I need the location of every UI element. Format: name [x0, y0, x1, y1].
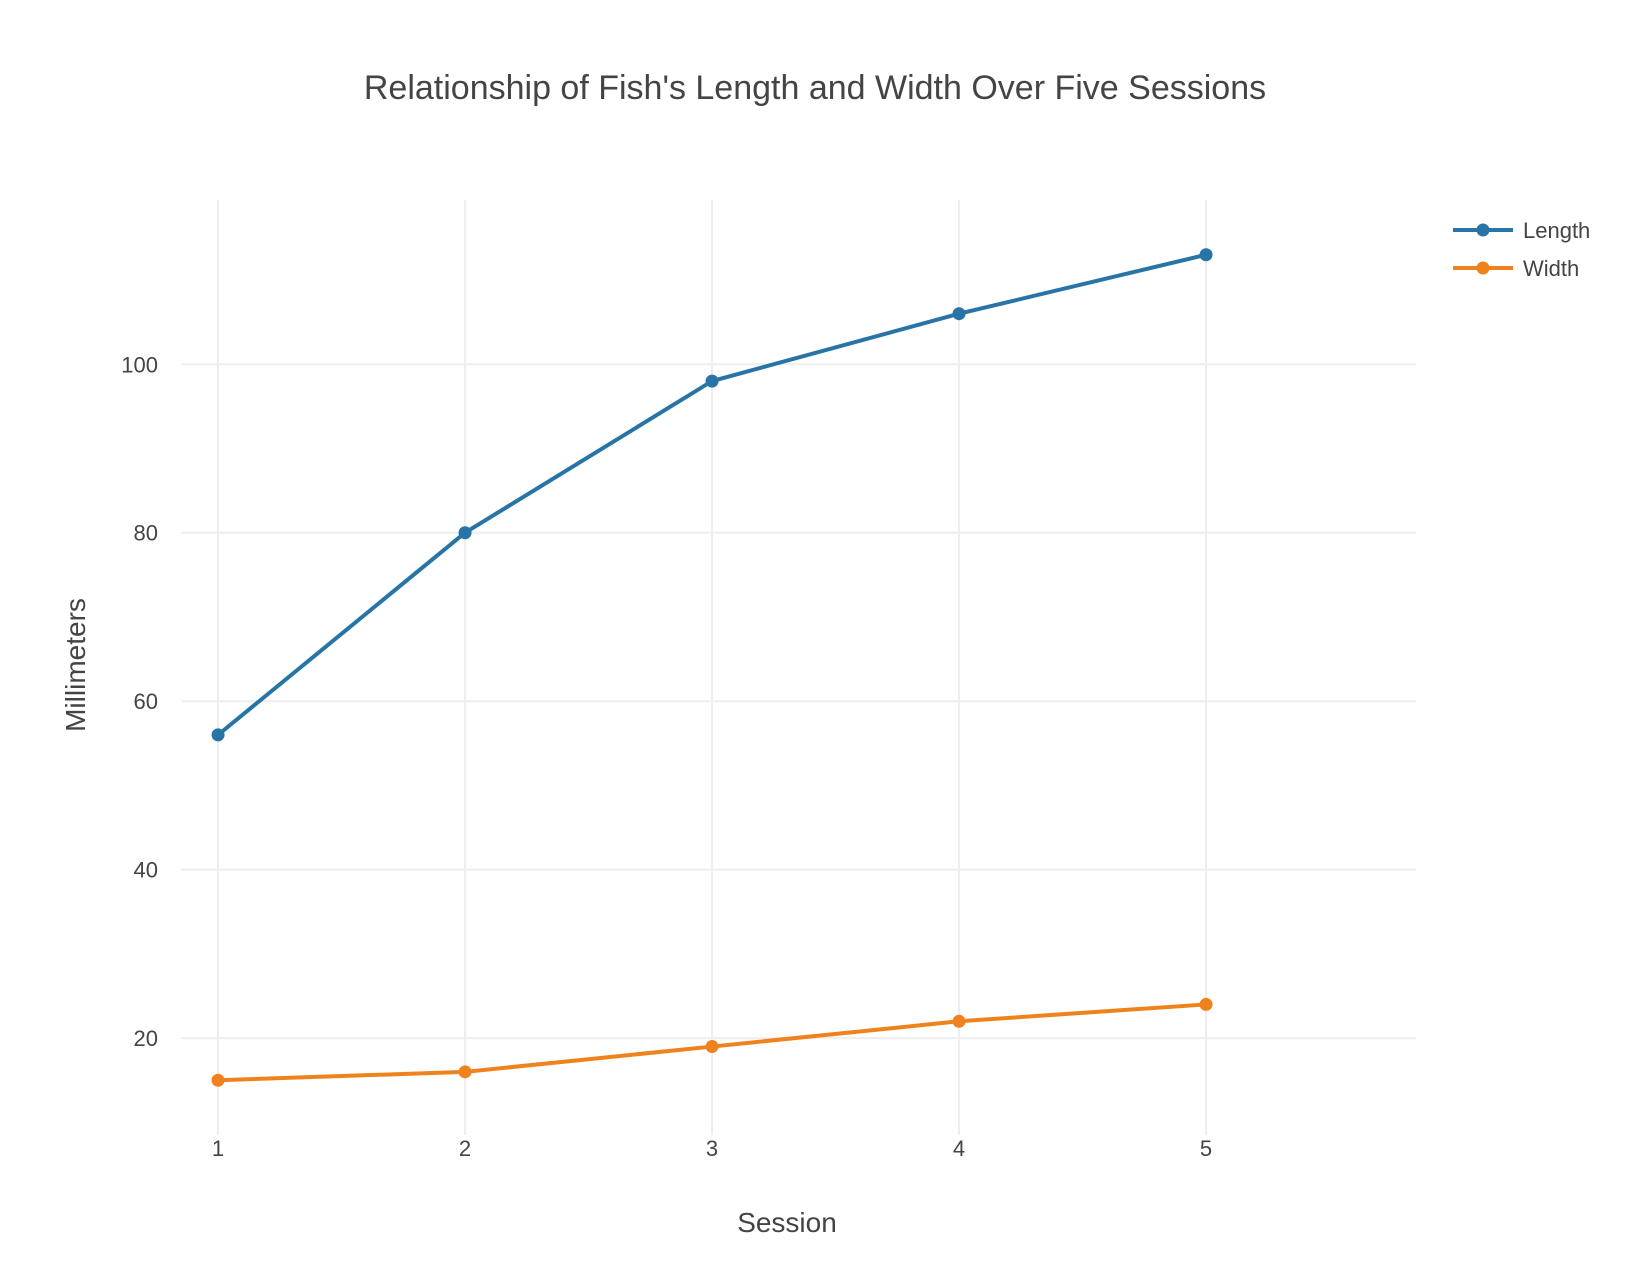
series-width — [211, 997, 1213, 1087]
legend-swatch-marker — [1476, 261, 1490, 275]
x-axis-title: Session — [737, 1207, 837, 1238]
data-point-width[interactable] — [1199, 997, 1213, 1011]
x-tick-label: 1 — [212, 1136, 224, 1161]
legend-item-length[interactable]: Length — [1453, 218, 1590, 243]
y-tick-label: 40 — [134, 858, 158, 883]
y-tick-label: 20 — [134, 1026, 158, 1051]
chart-title: Relationship of Fish's Length and Width … — [364, 69, 1266, 107]
y-axis-title: Millimeters — [60, 598, 91, 732]
legend-label: Width — [1523, 256, 1579, 281]
series-layer — [211, 248, 1213, 1087]
y-tick-label: 100 — [121, 352, 158, 377]
x-tick-label: 2 — [459, 1136, 471, 1161]
y-tick-label: 80 — [134, 521, 158, 546]
data-point-length[interactable] — [705, 374, 719, 388]
data-point-width[interactable] — [211, 1073, 225, 1087]
x-tick-label: 3 — [706, 1136, 718, 1161]
grid-lines — [181, 200, 1416, 1135]
x-axis-ticks: 1 2 3 4 5 — [212, 1136, 1212, 1161]
x-tick-label: 5 — [1200, 1136, 1212, 1161]
legend-item-width[interactable]: Width — [1453, 256, 1579, 281]
y-axis-ticks: 20 40 60 80 100 — [121, 352, 158, 1051]
data-point-width[interactable] — [705, 1040, 719, 1054]
data-point-length[interactable] — [952, 307, 966, 321]
data-point-width[interactable] — [952, 1014, 966, 1028]
data-point-length[interactable] — [211, 728, 225, 742]
series-length — [211, 248, 1213, 742]
legend-swatch-marker — [1476, 223, 1490, 237]
y-tick-label: 60 — [134, 689, 158, 714]
x-tick-label: 4 — [953, 1136, 965, 1161]
legend[interactable]: Length Width — [1453, 218, 1590, 281]
data-point-length[interactable] — [1199, 248, 1213, 262]
data-point-width[interactable] — [458, 1065, 472, 1079]
legend-label: Length — [1523, 218, 1590, 243]
data-point-length[interactable] — [458, 526, 472, 540]
